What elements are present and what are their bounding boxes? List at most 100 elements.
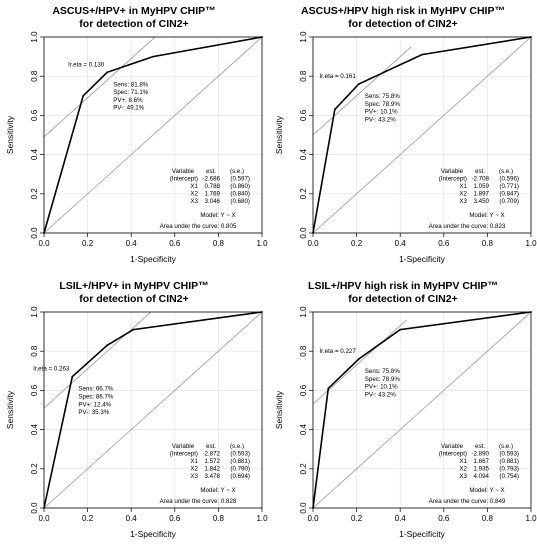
table-se-cell: (0.881) — [499, 458, 519, 465]
chart-title: ASCUS+/HPV high risk in MyHPV CHIP™ — [301, 5, 505, 17]
table-se-cell: (0.754) — [499, 473, 519, 480]
table-header-cell: est. — [475, 443, 485, 450]
table-est-cell: 1.769 — [205, 191, 221, 198]
x-tick-label: 0.0 — [307, 239, 319, 248]
y-axis-label: Sensitivity — [5, 390, 15, 429]
table-variable-cell: (Intercept) — [439, 176, 467, 183]
y-tick-label: 0.0 — [299, 227, 308, 239]
y-tick-label: 1.0 — [299, 31, 308, 43]
cutoff-stat-label: Sens: 75.8% — [365, 368, 401, 375]
table-variable-cell: X3 — [190, 473, 198, 480]
cutoff-stat-label: Sens: 81.8% — [113, 81, 149, 88]
y-tick-label: 1.0 — [30, 31, 39, 43]
y-tick-label: 0.6 — [299, 109, 308, 121]
y-tick-label: 0.2 — [299, 188, 308, 200]
table-est-cell: 1.935 — [474, 466, 490, 473]
model-label: Model: Y ~ X — [200, 212, 235, 219]
y-tick-label: 0.0 — [299, 502, 308, 514]
table-variable-cell: X3 — [190, 198, 198, 205]
x-axis-label: 1-Specificity — [399, 254, 446, 264]
y-tick-label: 0.4 — [299, 148, 308, 160]
roc-point — [71, 375, 74, 378]
diagonal-reference-line — [44, 312, 262, 508]
table-est-cell: 3.478 — [205, 473, 221, 480]
reference-lines — [313, 37, 531, 233]
table-header-cell: Variable — [441, 443, 464, 450]
cutoff-stat-label: Sens: 75.8% — [365, 93, 401, 100]
cutoff-stat-label: PV-: 49.1% — [113, 105, 144, 112]
cutoff-eta-label: lr.eta = 0.161 — [320, 73, 357, 80]
roc-point — [82, 94, 85, 97]
table-variable-cell: (Intercept) — [170, 176, 198, 183]
table-est-cell: 1.572 — [205, 458, 221, 465]
table-se-cell: (0.840) — [230, 191, 250, 198]
table-header-cell: (s.e.) — [499, 443, 513, 450]
plot-frame — [312, 311, 532, 509]
table-header-cell: (s.e.) — [499, 168, 513, 175]
table-se-cell: (0.593) — [499, 451, 519, 458]
table-variable-cell: X2 — [190, 466, 198, 473]
model-label: Model: Y ~ X — [469, 487, 504, 494]
table-variable-cell: X1 — [459, 183, 467, 190]
x-tick-label: 0.6 — [438, 514, 450, 523]
auc-label: Area under the curve: 0.805 — [160, 223, 237, 230]
chart-subtitle: for detection of CIN2+ — [79, 293, 188, 305]
x-tick-label: 0.2 — [351, 514, 363, 523]
plot-frame — [43, 311, 263, 509]
x-tick-label: 0.2 — [82, 514, 94, 523]
cutoff-stat-label: Spec: 86.7% — [78, 393, 114, 400]
table-header-cell: Variable — [172, 168, 195, 175]
table-variable-cell: X3 — [459, 473, 467, 480]
table-est-cell: -2.872 — [202, 451, 220, 458]
table-header-cell: (s.e.) — [230, 168, 244, 175]
model-label: Model: Y ~ X — [469, 212, 504, 219]
x-tick-label: 1.0 — [525, 239, 537, 248]
table-se-cell: (0.860) — [230, 183, 250, 190]
y-tick-label: 0.2 — [30, 188, 39, 200]
chart-title: LSIL+/HPV high risk in MyHPV CHIP™ — [308, 280, 498, 292]
chart-subtitle: for detection of CIN2+ — [348, 293, 457, 305]
cutoff-stat-label: PV-: 43.2% — [365, 116, 396, 123]
cutoff-stat-label: PV+: 10.1% — [365, 109, 398, 116]
x-tick-label: 0.4 — [126, 239, 138, 248]
table-header-cell: Variable — [172, 443, 195, 450]
chart-title: ASCUS+/HPV+ in MyHPV CHIP™ — [52, 5, 215, 17]
table-se-cell: (0.793) — [499, 466, 519, 473]
x-tick-label: 0.0 — [38, 514, 50, 523]
y-tick-label: 0.2 — [299, 463, 308, 475]
x-tick-label: 0.4 — [395, 239, 407, 248]
y-tick-label: 0.4 — [299, 423, 308, 435]
x-tick-label: 0.0 — [307, 514, 319, 523]
x-tick-label: 0.8 — [213, 514, 225, 523]
table-est-cell: 1.667 — [474, 458, 490, 465]
cutoff-eta-label: lr.eta = 0.263 — [33, 366, 70, 373]
table-variable-cell: X2 — [190, 191, 198, 198]
roc-panel: LSIL+/HPV+ in MyHPV CHIP™ for detection o… — [0, 275, 268, 550]
roc-point — [399, 328, 402, 331]
table-variable-cell: X3 — [459, 198, 467, 205]
table-se-cell: (0.847) — [499, 191, 519, 198]
table-est-cell: 1.897 — [474, 191, 490, 198]
x-tick-label: 1.0 — [525, 514, 537, 523]
x-tick-label: 0.6 — [169, 239, 181, 248]
x-axis-label: 1-Specificity — [130, 254, 177, 264]
x-tick-label: 1.0 — [256, 239, 268, 248]
y-tick-label: 0.8 — [30, 70, 39, 82]
cutoff-tangent-line — [313, 46, 412, 136]
cutoff-stat-label: PV-: 43.2% — [365, 391, 396, 398]
y-tick-label: 0.4 — [30, 148, 39, 160]
roc-point — [333, 108, 336, 111]
reference-lines — [44, 312, 262, 508]
cutoff-stat-label: PV+: 8.6% — [113, 97, 143, 104]
table-se-cell: (0.680) — [230, 198, 250, 205]
y-tick-label: 0.0 — [30, 502, 39, 514]
x-axis-label: 1-Specificity — [399, 529, 446, 539]
table-se-cell: (0.771) — [499, 183, 519, 190]
cutoff-eta-label: lr.eta = 0.227 — [320, 348, 357, 355]
table-est-cell: -2.890 — [471, 451, 489, 458]
y-axis-label: Sensitivity — [5, 115, 15, 154]
y-tick-label: 0.6 — [299, 384, 308, 396]
x-tick-label: 0.8 — [213, 239, 225, 248]
